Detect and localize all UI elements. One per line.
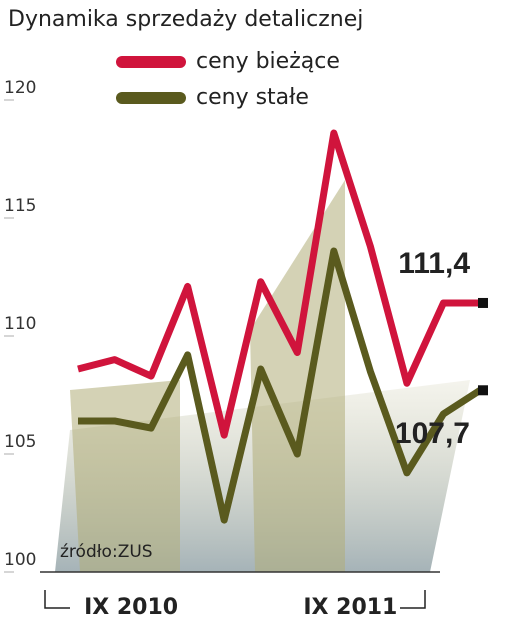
- series-line: [78, 247, 482, 524]
- chart-title: Dynamika sprzedaży detalicznej: [8, 7, 363, 32]
- series-line: [77, 129, 480, 439]
- x-tick-label: IX 2010: [84, 595, 178, 620]
- value-label: 107,7: [395, 417, 470, 450]
- y-tick-label: 115: [4, 196, 36, 216]
- y-tick-label: 120: [4, 78, 36, 98]
- y-tick-label: 110: [4, 314, 36, 334]
- bracket: [44, 590, 426, 609]
- y-tick-label: 105: [4, 432, 36, 452]
- value-label: 111,4: [398, 247, 470, 280]
- y-tick-label: 100: [4, 550, 36, 570]
- end-marker: [478, 385, 488, 396]
- legend-label: ceny bieżące: [196, 49, 340, 74]
- band: [250, 180, 345, 572]
- legend-label: ceny stałe: [196, 85, 309, 110]
- source-note: źródło:ZUS: [60, 542, 153, 562]
- x-tick-label: IX 2011: [303, 595, 397, 620]
- end-marker: [478, 297, 488, 308]
